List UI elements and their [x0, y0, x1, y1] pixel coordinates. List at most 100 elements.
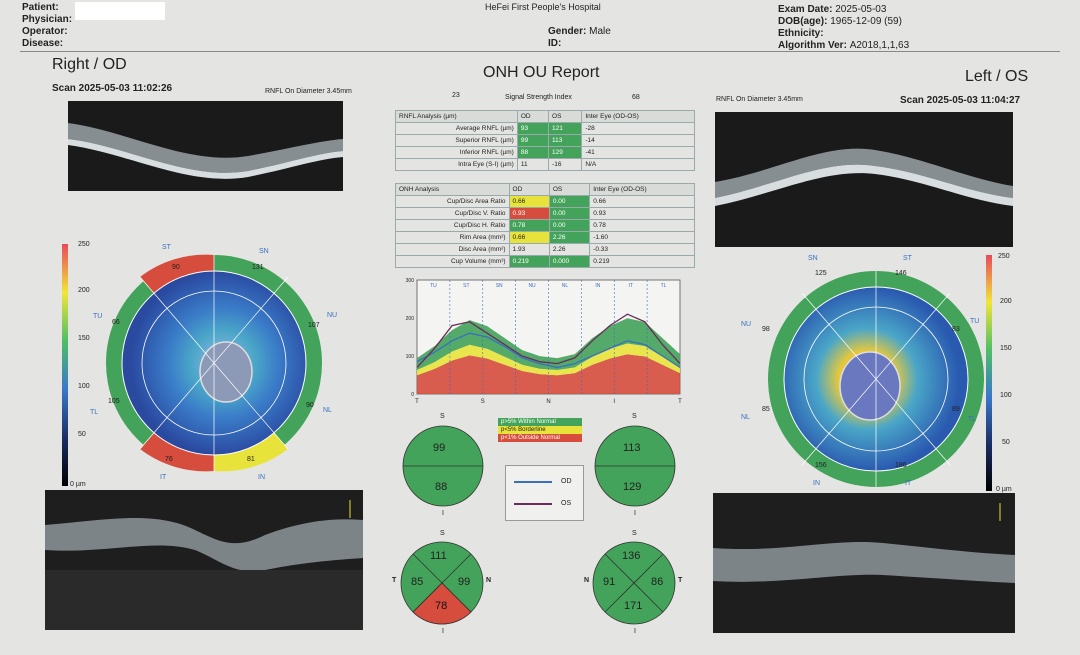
table-row: Rim Area (mm²) 0.66 2.26 -1.60	[395, 231, 695, 244]
os-sector-it: 186	[895, 462, 907, 469]
signal-label: Signal Strength Index	[505, 94, 572, 101]
od-cb-50: 50	[78, 431, 86, 438]
od-sector-nu: 107	[308, 322, 320, 329]
od-sector-in: 81	[247, 456, 255, 463]
onh-header-os: OS	[548, 183, 591, 196]
id-label: ID:	[548, 38, 562, 49]
table-row: Intra Eye (S-I) (µm) 11 -16 N/A	[395, 158, 695, 171]
header-divider	[20, 51, 1060, 52]
od-label-it: IT	[160, 474, 167, 481]
x-tick-label: T	[678, 399, 682, 405]
os-thickness-map	[768, 271, 984, 487]
band-borderline	[417, 343, 680, 376]
ethnicity-label: Ethnicity:	[778, 28, 824, 39]
rnfl-header-diff: Inter Eye (OD-OS)	[581, 110, 695, 123]
onh-header-diff: Inter Eye (OD-OS)	[589, 183, 695, 196]
sector-label: SN	[496, 283, 503, 289]
os-sector-st: 146	[895, 270, 907, 277]
series-line-os	[416, 313, 681, 368]
od-cb-200: 200	[78, 287, 90, 294]
od-scan-time: Scan 2025-05-03 11:02:26	[52, 83, 173, 94]
algo-label: Algorithm Ver:	[778, 40, 847, 51]
os-label-nl: NL	[741, 414, 750, 421]
os-title: Left / OS	[965, 68, 1029, 85]
onh-analysis-table: ONH Analysis OD OS Inter Eye (OD-OS) Cup…	[395, 183, 695, 268]
os-cb-250: 250	[998, 253, 1010, 260]
line-legend: OD OS	[505, 465, 584, 521]
od-label-st: ST	[162, 244, 171, 251]
od-si-circle	[402, 425, 484, 507]
legend: p>5% Within Normal p<5% Borderline p<1% …	[498, 418, 582, 442]
od-label-nl: NL	[323, 407, 332, 414]
patient-label: Patient:	[22, 2, 59, 13]
od-bscan-top	[68, 101, 343, 191]
signal-od: 23	[452, 92, 460, 99]
od-rnfl-diameter: RNFL On Diameter 3.45mm	[265, 88, 352, 95]
header-right: Exam Date: 2025-05-03 DOB(age): 1965-12-…	[778, 4, 909, 52]
gender-value: Male	[589, 26, 611, 37]
onh-header: ONH Analysis	[395, 183, 510, 196]
y-tick-label: 100	[406, 354, 415, 360]
os-q-left-label: N	[584, 577, 590, 584]
sector-label: NU	[528, 283, 536, 289]
table-row: Average RNFL (µm) 93 121 -28	[395, 122, 695, 135]
os-q-right-label: T	[678, 577, 683, 584]
header-mid: Gender: Male ID:	[548, 26, 611, 50]
y-tick-label: 200	[406, 316, 415, 322]
table-row: Cup/Disc H. Ratio 0.78 0.00 0.78	[395, 219, 695, 232]
os-sector-nl: 85	[762, 406, 770, 413]
os-sector-tl: 89	[952, 406, 960, 413]
os-line-label: OS	[561, 500, 572, 507]
dob-value: 1965-12-09 (59)	[830, 16, 902, 27]
os-bscan-bottom	[713, 493, 1015, 633]
od-line-swatch	[514, 481, 552, 483]
od-q-s-value: 111	[430, 550, 447, 562]
redacted-box	[75, 2, 165, 20]
x-tick-label: T	[415, 399, 419, 405]
sector-label: TU	[430, 283, 437, 289]
os-sector-sn: 125	[815, 270, 827, 277]
hospital-name: HeFei First People's Hospital	[485, 2, 601, 12]
table-row: Cup Volume (mm³) 0.219 0.000 0.219	[395, 255, 695, 268]
table-row: Disc Area (mm²) 1.93 2.26 -0.33	[395, 243, 695, 256]
os-si-circle	[594, 425, 676, 507]
os-sector-in: 156	[815, 462, 827, 469]
od-q-i-value: 78	[435, 600, 448, 612]
os-q-top-label: S	[632, 530, 637, 537]
os-cb-100: 100	[1000, 392, 1012, 399]
od-sector-it: 76	[165, 456, 173, 463]
report-title: ONH OU Report	[483, 64, 600, 81]
band-normal	[417, 318, 680, 371]
od-label-nu: NU	[327, 312, 338, 319]
od-cb-100: 100	[78, 383, 90, 390]
od-label-tl: TL	[90, 409, 99, 416]
od-cb-150: 150	[78, 335, 90, 342]
signal-os: 68	[632, 94, 640, 101]
algo-value: A2018,1,1,63	[849, 40, 910, 51]
os-cb-150: 150	[1000, 345, 1012, 352]
sector-label: IN	[595, 283, 600, 289]
os-si-bottom-label: I	[634, 510, 636, 517]
od-colorbar	[62, 244, 68, 486]
od-bscan-bottom	[45, 490, 363, 630]
os-si-top-label: S	[632, 413, 637, 420]
sector-label: NL	[562, 283, 569, 289]
physician-label: Physician:	[22, 14, 73, 25]
gender-label: Gender:	[548, 26, 587, 37]
os-label-sn: SN	[808, 255, 818, 262]
os-scan-time: Scan 2025-05-03 11:04:27	[900, 95, 1021, 106]
od-si-i-value: 88	[435, 481, 448, 493]
rnfl-header-os: OS	[548, 110, 583, 123]
od-si-top-label: S	[440, 413, 445, 420]
y-tick-label: 300	[406, 278, 415, 284]
od-label-in: IN	[258, 474, 265, 481]
os-q-i-value: 171	[624, 600, 643, 612]
os-label-tl: TL	[968, 416, 977, 423]
os-q-n-value: 86	[651, 576, 664, 588]
rnfl-header-od: OD	[516, 110, 550, 123]
os-label-nu: NU	[741, 321, 752, 328]
os-quadrant-circle	[592, 541, 676, 625]
table-row: Cup/Disc Area Ratio 0.66 0.00 0.66	[395, 195, 695, 208]
os-sector-tu: 83	[952, 326, 960, 333]
